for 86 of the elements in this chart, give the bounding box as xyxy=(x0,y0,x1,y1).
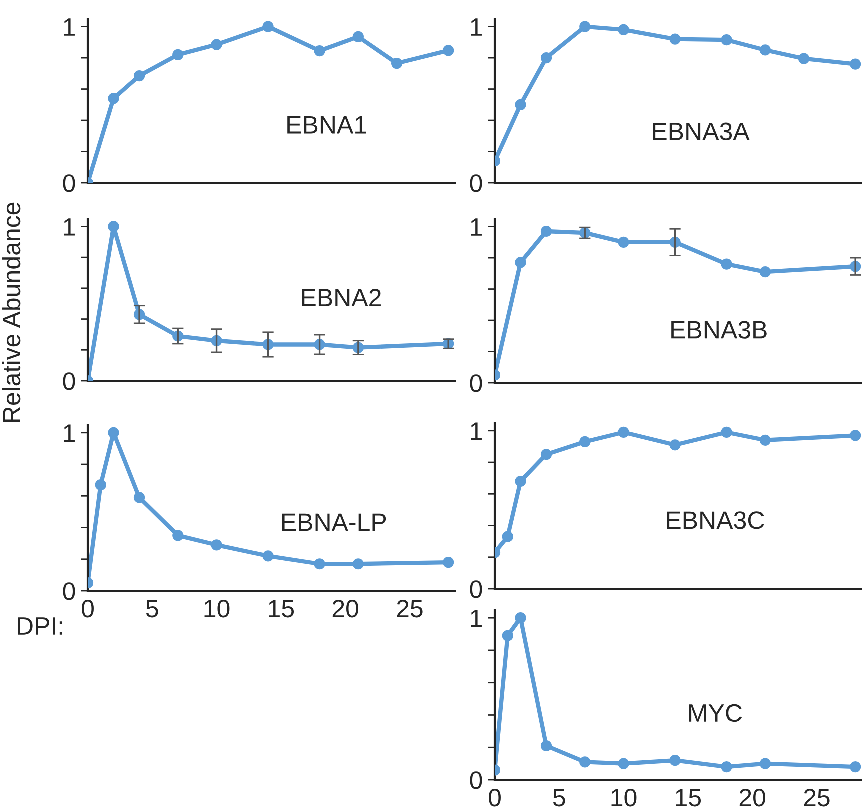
annotation: EBNA3A xyxy=(653,122,750,141)
y-tick-label: 0 xyxy=(63,372,76,390)
point xyxy=(352,31,364,43)
point xyxy=(760,44,771,56)
point xyxy=(580,756,591,768)
point xyxy=(211,540,222,551)
x-tick-label: 15 xyxy=(676,789,702,807)
point xyxy=(760,434,771,446)
point xyxy=(502,531,514,542)
point xyxy=(540,449,552,460)
point xyxy=(580,436,591,448)
x-axis-title: DPI: xyxy=(18,618,62,635)
annotation: MYC xyxy=(689,704,742,722)
x-tick-label: 0 xyxy=(489,788,501,807)
point xyxy=(618,236,630,248)
x-tick-label: 20 xyxy=(332,600,358,618)
y-tick-label: 1 xyxy=(471,18,482,36)
point xyxy=(352,558,364,570)
point xyxy=(850,58,862,70)
point xyxy=(670,34,681,45)
x-tick-label: 10 xyxy=(204,600,230,618)
point xyxy=(108,221,120,232)
point xyxy=(443,45,454,56)
point xyxy=(314,558,326,570)
y-tick-label: 1 xyxy=(64,424,75,442)
annotation: EBNA3B xyxy=(672,321,767,339)
y-tick-label: 0 xyxy=(470,580,482,598)
point xyxy=(314,45,326,57)
point xyxy=(670,440,681,451)
point xyxy=(850,761,862,773)
point xyxy=(172,530,184,542)
y-tick-label: 1 xyxy=(64,18,75,36)
point xyxy=(618,24,630,36)
point xyxy=(515,612,526,624)
y-tick-label: 0 xyxy=(470,772,482,790)
point xyxy=(443,556,454,568)
point xyxy=(760,758,771,770)
x-tick-label: 5 xyxy=(146,600,158,618)
point xyxy=(515,257,526,268)
point xyxy=(108,93,120,104)
y-tick-label: 0 xyxy=(63,582,76,600)
x-tick-label: 20 xyxy=(740,788,766,807)
point xyxy=(540,52,552,64)
annotation: EBNA2 xyxy=(302,289,381,306)
y-tick-label: 1 xyxy=(471,218,482,236)
point xyxy=(540,226,552,238)
point xyxy=(134,70,146,82)
point xyxy=(515,476,526,488)
point xyxy=(108,427,120,438)
point xyxy=(721,258,732,270)
point xyxy=(262,550,274,562)
point xyxy=(580,21,591,32)
point xyxy=(134,492,146,504)
y-tick-label: 1 xyxy=(471,422,482,440)
point xyxy=(850,430,862,442)
point xyxy=(618,426,630,438)
y-tick-label: 1 xyxy=(64,218,75,236)
annotation: EBNA3C xyxy=(667,512,764,530)
point xyxy=(515,99,526,110)
y-tick-label: 1 xyxy=(471,610,482,628)
annotation: EBNA-LP xyxy=(282,514,386,532)
x-tick-label: 5 xyxy=(553,789,566,807)
y-tick-label: 0 xyxy=(470,174,482,192)
point xyxy=(721,761,732,773)
point xyxy=(670,755,681,766)
annotation: EBNA1 xyxy=(288,116,366,134)
x-tick-label: 0 xyxy=(82,600,94,618)
x-tick-label: 15 xyxy=(269,600,294,618)
point xyxy=(760,266,771,278)
y-tick-label: 0 xyxy=(470,374,482,392)
point xyxy=(391,58,403,70)
point xyxy=(262,21,274,32)
x-tick-label: 10 xyxy=(612,788,637,807)
point xyxy=(798,53,810,64)
point xyxy=(721,426,732,438)
y-tick-label: 0 xyxy=(63,174,76,192)
point xyxy=(172,49,184,60)
x-tick-label: 25 xyxy=(397,600,423,618)
y-axis-title: Relative Abundance xyxy=(2,202,21,422)
point xyxy=(211,39,222,50)
point xyxy=(540,740,552,752)
point xyxy=(95,480,106,491)
x-tick-label: 25 xyxy=(804,788,830,807)
point xyxy=(721,34,732,46)
point xyxy=(502,630,514,642)
point xyxy=(618,758,630,770)
